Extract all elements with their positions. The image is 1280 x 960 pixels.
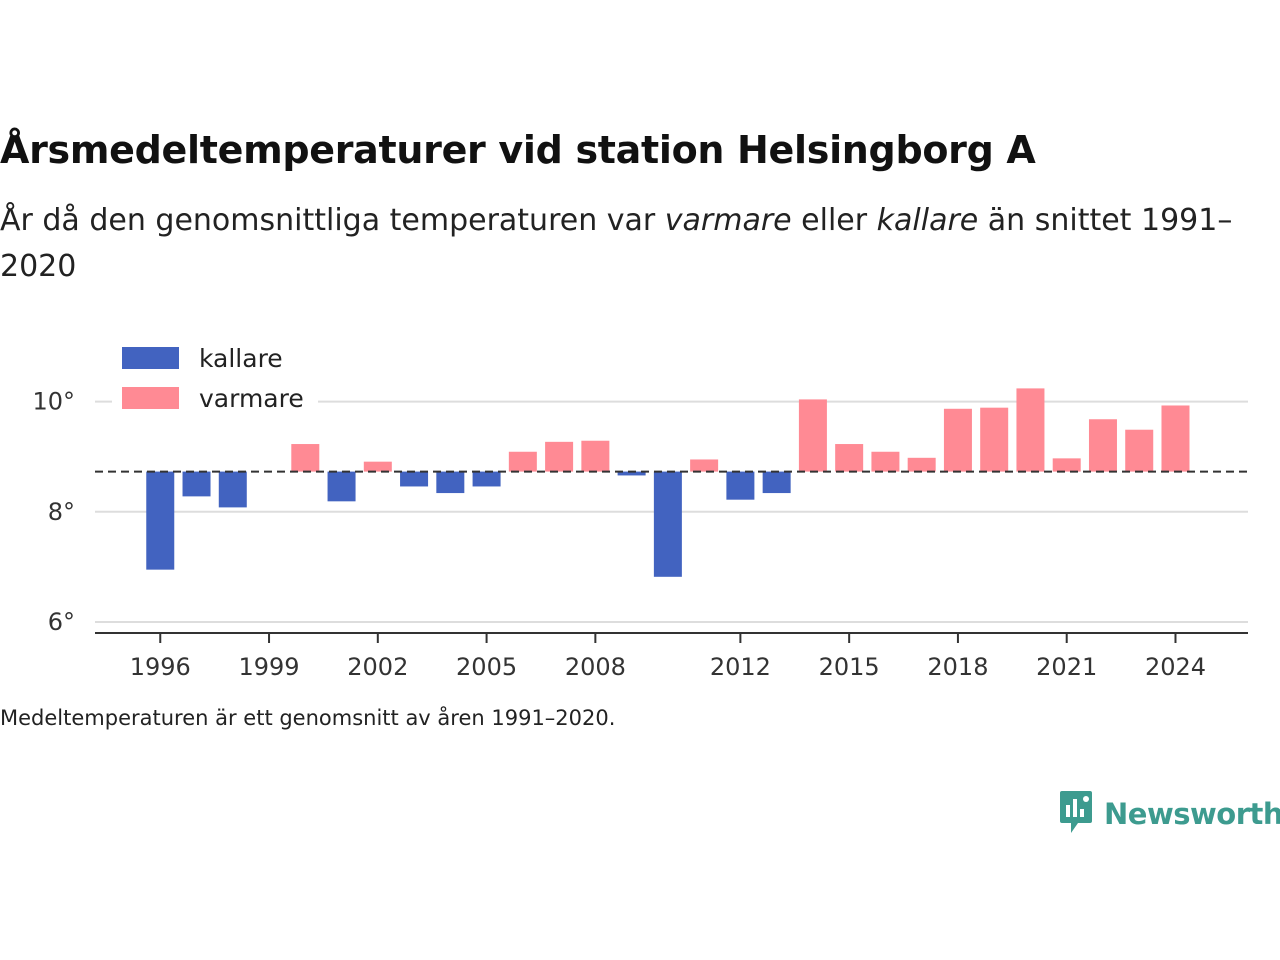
legend: kallare varmare <box>112 338 318 418</box>
brand-name: Newsworthy <box>1104 797 1280 831</box>
x-tick-label: 1999 <box>238 653 299 681</box>
newsworthy-brand[interactable]: Newsworthy <box>1058 790 1280 838</box>
bar-varmare <box>835 444 864 472</box>
subtitle-text-2: eller <box>791 203 877 238</box>
x-tick-label: 2018 <box>927 653 988 681</box>
bar-varmare <box>871 451 900 472</box>
subtitle-text-3: än snittet 1991–2020 <box>0 203 1233 284</box>
bar-varmare <box>1016 388 1045 472</box>
y-tick-label: 8° <box>48 498 75 526</box>
bar-varmare <box>980 407 1009 472</box>
bar-kallare <box>182 471 211 497</box>
x-tick-label: 2005 <box>456 653 517 681</box>
x-tick-label: 2012 <box>710 653 771 681</box>
bar-varmare <box>363 461 392 472</box>
bar-varmare <box>291 444 320 472</box>
chart-title: Årsmedeltemperaturer vid station Helsing… <box>0 128 1036 172</box>
bar-varmare <box>1125 429 1154 472</box>
bar-kallare <box>617 471 646 476</box>
x-tick-label: 2008 <box>565 653 626 681</box>
bar-kallare <box>218 471 247 508</box>
x-tick-label: 2015 <box>819 653 880 681</box>
chart-subtitle: År då den genomsnittliga temperaturen va… <box>0 198 1240 290</box>
bar-kallare <box>400 471 429 487</box>
x-tick-label: 1996 <box>130 653 191 681</box>
newsworthy-logo-icon <box>1058 789 1094 839</box>
legend-swatch-kallare <box>122 347 179 369</box>
bar-kallare <box>436 471 465 494</box>
y-tick-label: 10° <box>32 388 75 416</box>
bar-varmare <box>508 451 537 472</box>
subtitle-cold-word: kallare <box>876 203 979 238</box>
subtitle-warm-word: varmare <box>664 203 792 238</box>
bar-varmare <box>581 440 610 472</box>
x-tick-label: 2021 <box>1036 653 1097 681</box>
y-tick-labels: 6° 8° 10° <box>32 388 75 636</box>
temperature-bar-chart: 6° 8° 10° 1996 1999 2002 2005 2008 2012 2015 2018… <box>32 338 1248 681</box>
bar-varmare <box>545 441 574 472</box>
legend-label-kallare: kallare <box>199 344 283 373</box>
bar-kallare <box>327 471 356 502</box>
bars <box>146 388 1190 577</box>
bar-kallare <box>146 471 175 570</box>
bar-kallare <box>762 471 791 494</box>
y-tick-label: 6° <box>48 608 75 636</box>
bar-kallare <box>726 471 755 500</box>
x-ticks: 1996 1999 2002 2005 2008 2012 2015 2018 2021 2024 <box>130 633 1206 681</box>
x-tick-label: 2024 <box>1145 653 1206 681</box>
bar-varmare <box>798 399 827 472</box>
subtitle-text-1: År då den genomsnittliga temperaturen va… <box>0 203 665 238</box>
bar-varmare <box>1052 458 1081 472</box>
bar-varmare <box>1088 419 1117 472</box>
bar-varmare <box>907 457 936 472</box>
bar-kallare <box>653 471 682 577</box>
bar-varmare <box>943 408 972 472</box>
bar-varmare <box>1161 405 1190 472</box>
legend-label-varmare: varmare <box>199 384 304 413</box>
bar-kallare <box>472 471 501 487</box>
bar-varmare <box>690 459 719 472</box>
legend-swatch-varmare <box>122 387 179 409</box>
x-tick-label: 2002 <box>347 653 408 681</box>
chart-footnote: Medeltemperaturen är ett genomsnitt av å… <box>0 706 616 730</box>
